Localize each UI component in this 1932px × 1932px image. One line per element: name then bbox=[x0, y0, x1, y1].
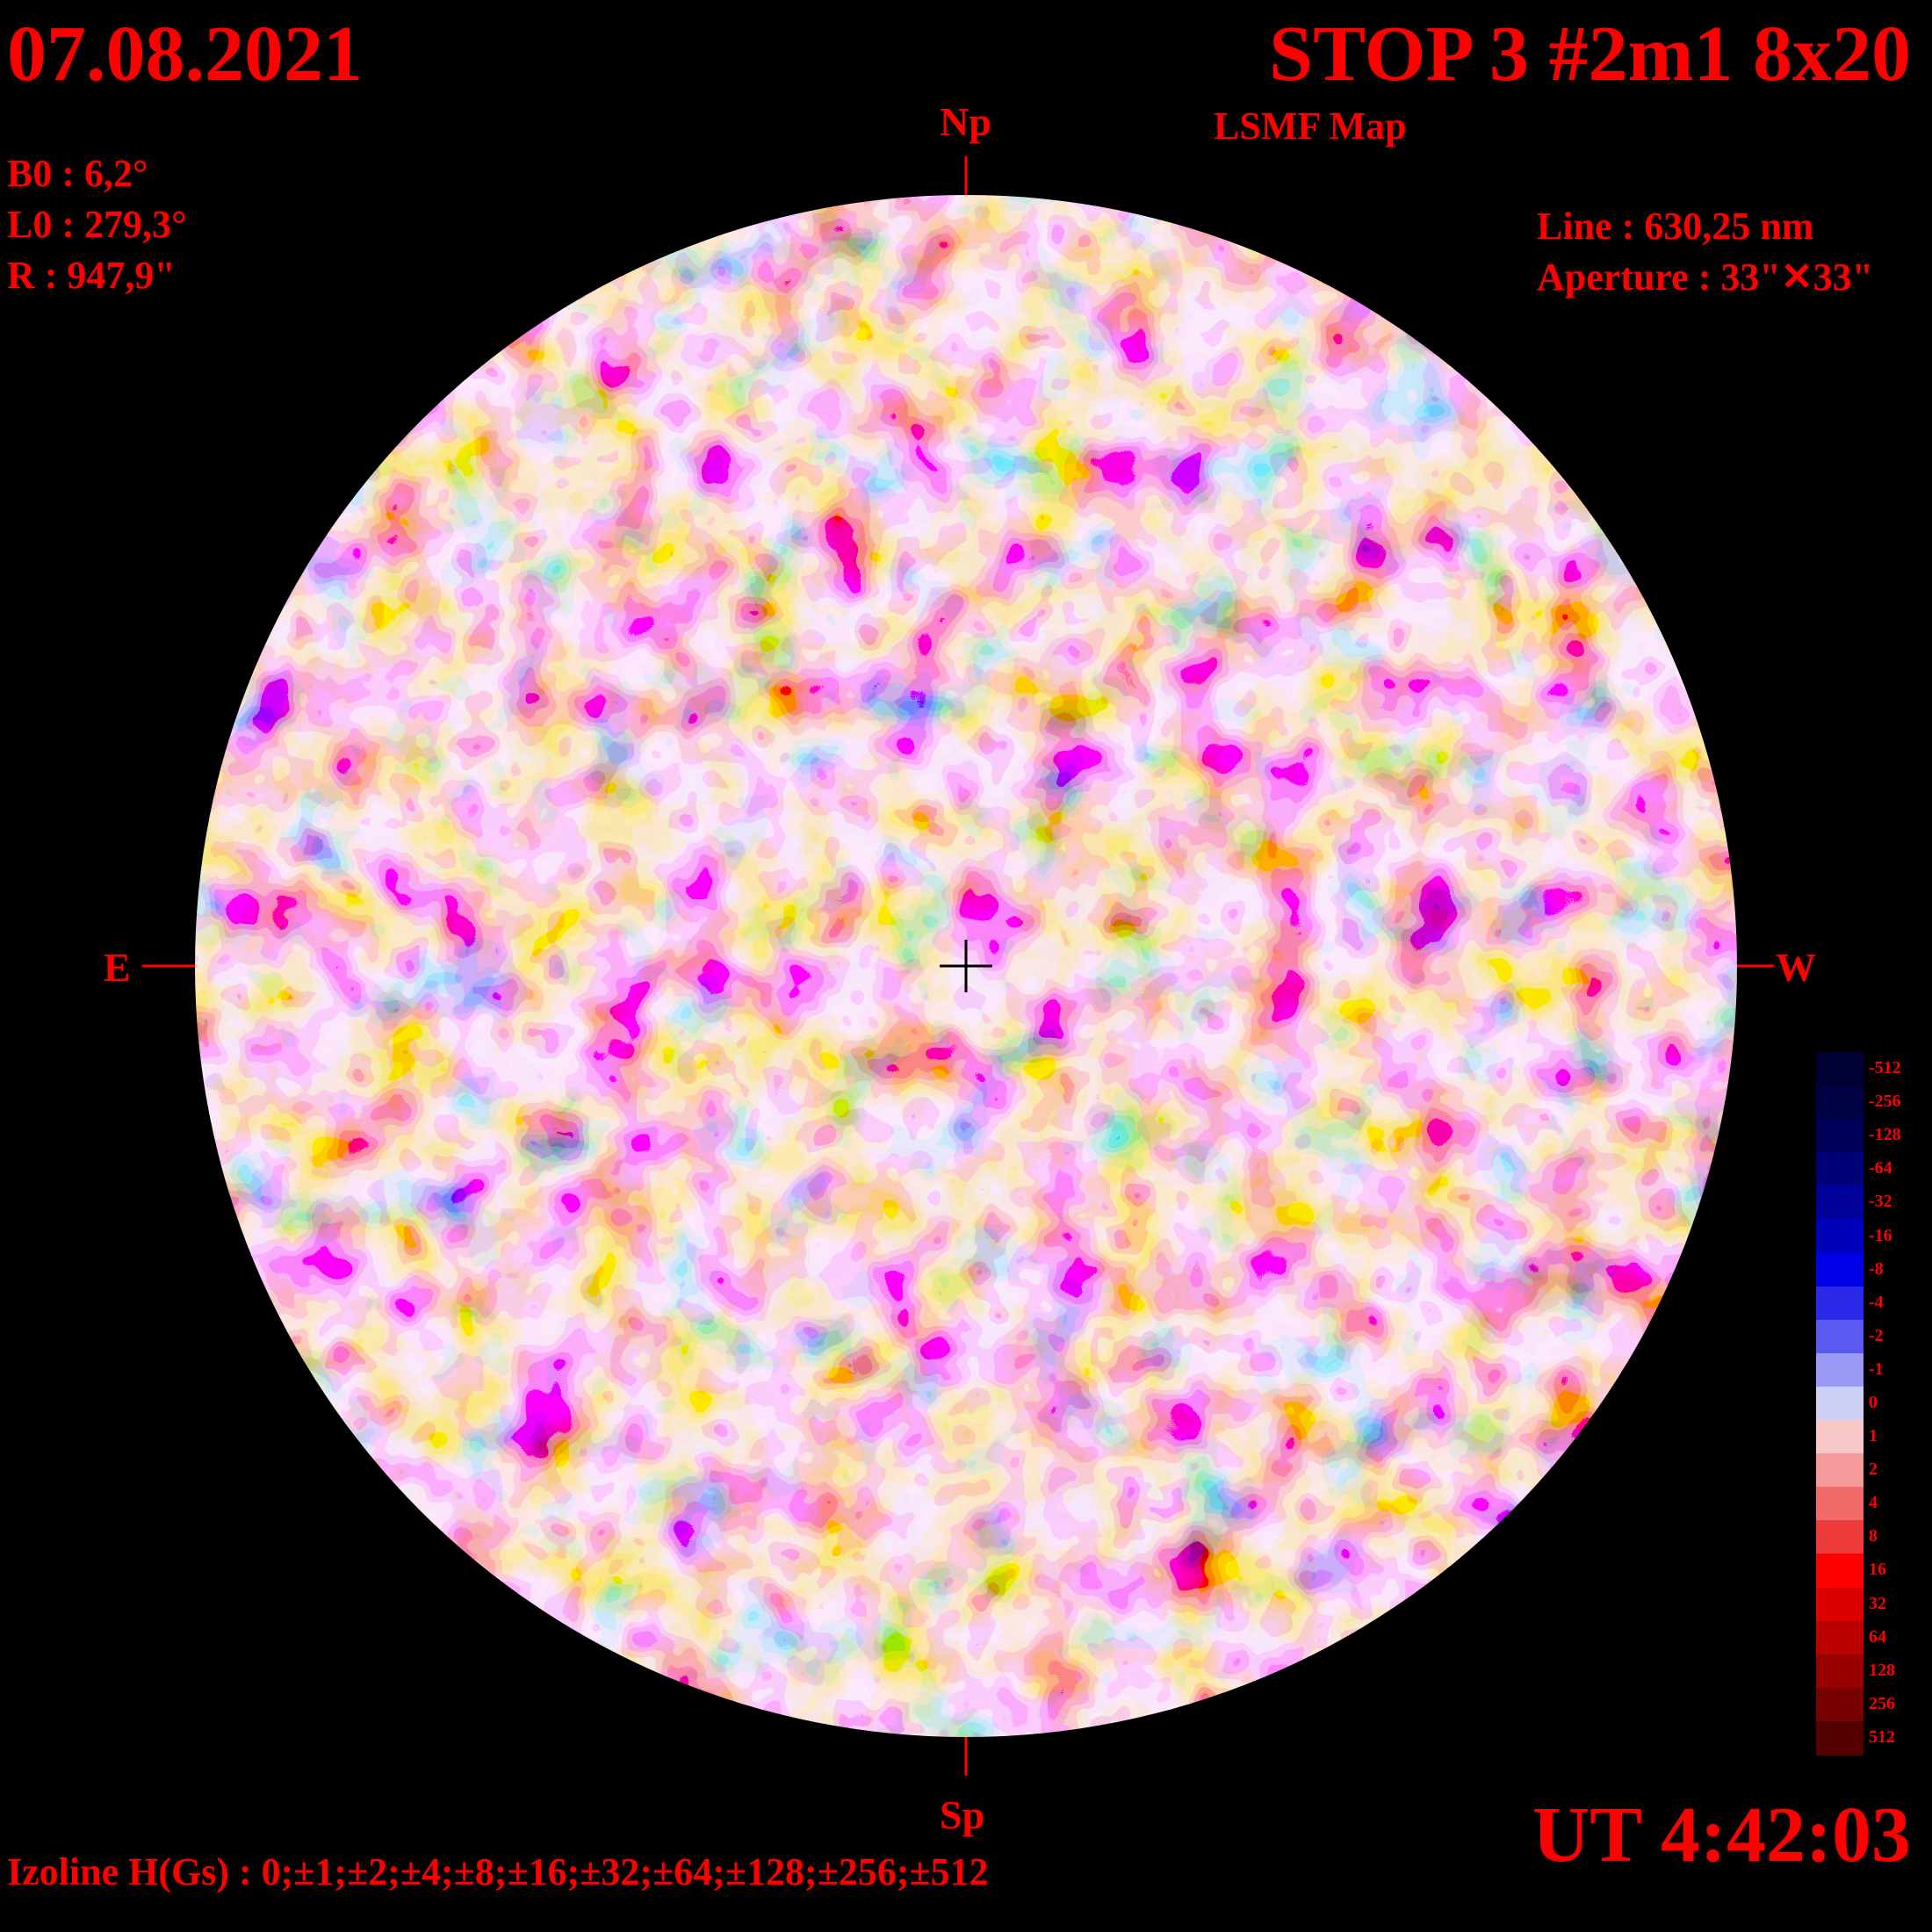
legend-swatch bbox=[1816, 1453, 1864, 1489]
legend-swatch bbox=[1816, 1219, 1864, 1254]
legend-swatch bbox=[1816, 1119, 1864, 1154]
axis-ticks bbox=[142, 156, 1774, 1776]
legend-swatch bbox=[1816, 1687, 1864, 1722]
legend-label: 32 bbox=[1869, 1593, 1886, 1613]
legend-swatch bbox=[1816, 1352, 1864, 1388]
legend-label: -128 bbox=[1869, 1125, 1901, 1145]
legend-label: 512 bbox=[1869, 1727, 1895, 1747]
legend-swatch bbox=[1816, 1252, 1864, 1287]
north-pole-label: Np bbox=[940, 99, 991, 144]
west-label: W bbox=[1776, 945, 1816, 990]
legend-label: 0 bbox=[1869, 1393, 1878, 1412]
center-crosshair bbox=[940, 940, 992, 992]
legend-label: 2 bbox=[1869, 1460, 1878, 1480]
legend-label: 256 bbox=[1869, 1693, 1895, 1713]
legend-label: -512 bbox=[1869, 1058, 1901, 1078]
observation-time: UT 4:42:03 bbox=[1532, 1791, 1911, 1878]
legend-swatch bbox=[1816, 1620, 1864, 1655]
legend-swatch bbox=[1816, 1319, 1864, 1354]
b0-value: B0 : 6,2° bbox=[7, 152, 148, 195]
legend-label: -8 bbox=[1869, 1258, 1884, 1279]
legend-label: 8 bbox=[1869, 1526, 1878, 1546]
legend-label: -32 bbox=[1869, 1192, 1892, 1212]
legend-label: -1 bbox=[1869, 1359, 1884, 1379]
legend-swatch bbox=[1816, 1554, 1864, 1589]
legend-label: -2 bbox=[1869, 1325, 1884, 1345]
legend-swatch bbox=[1816, 1052, 1864, 1087]
map-title: STOP 3 #2m1 8x20 bbox=[1269, 11, 1911, 97]
legend-swatch bbox=[1816, 1085, 1864, 1121]
legend-label: 64 bbox=[1869, 1626, 1886, 1647]
legend-label: 4 bbox=[1869, 1493, 1878, 1513]
spectral-line: Line : 630,25 nm bbox=[1537, 205, 1814, 248]
legend-swatch bbox=[1816, 1720, 1864, 1755]
radius-value: R : 947,9" bbox=[7, 254, 176, 297]
legend-swatch bbox=[1816, 1520, 1864, 1555]
legend-label: 16 bbox=[1869, 1560, 1886, 1580]
legend-swatch bbox=[1816, 1654, 1864, 1689]
legend-swatch bbox=[1816, 1420, 1864, 1455]
legend-label: -4 bbox=[1869, 1292, 1884, 1312]
aperture-value: Aperture : 33"✕33" bbox=[1537, 256, 1874, 299]
legend-label: 128 bbox=[1869, 1660, 1895, 1680]
l0-value: L0 : 279,3° bbox=[7, 203, 187, 246]
observation-date: 07.08.2021 bbox=[7, 11, 363, 97]
legend-swatch bbox=[1816, 1587, 1864, 1622]
map-subtitle: LSMF Map bbox=[1214, 105, 1407, 148]
legend-swatch bbox=[1816, 1386, 1864, 1422]
legend-label: -64 bbox=[1869, 1158, 1892, 1179]
color-scale-legend bbox=[1816, 1052, 1864, 1755]
legend-swatch bbox=[1816, 1487, 1864, 1522]
legend-label: 1 bbox=[1869, 1426, 1878, 1446]
legend-swatch bbox=[1816, 1186, 1864, 1221]
izoline-levels: Izoline H(Gs) : 0;±1;±2;±4;±8;±16;±32;±6… bbox=[7, 1850, 989, 1893]
legend-swatch bbox=[1816, 1152, 1864, 1187]
south-pole-label: Sp bbox=[940, 1792, 985, 1837]
east-label: E bbox=[104, 945, 131, 990]
legend-label: -256 bbox=[1869, 1092, 1901, 1112]
legend-label: -16 bbox=[1869, 1225, 1892, 1245]
legend-swatch bbox=[1816, 1286, 1864, 1321]
